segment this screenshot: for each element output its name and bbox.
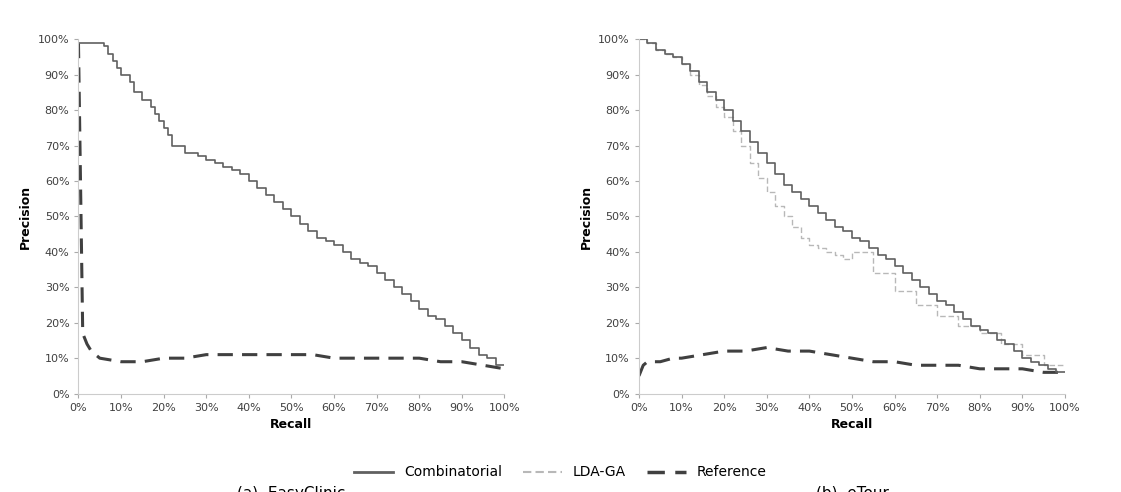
Text: (b)  eTour: (b) eTour xyxy=(815,486,889,492)
X-axis label: Recall: Recall xyxy=(270,418,313,431)
Y-axis label: Precision: Precision xyxy=(19,184,33,248)
Legend: Combinatorial, LDA-GA, Reference: Combinatorial, LDA-GA, Reference xyxy=(349,460,772,485)
Y-axis label: Precision: Precision xyxy=(580,184,593,248)
Text: (a)  EasyClinic: (a) EasyClinic xyxy=(238,486,345,492)
X-axis label: Recall: Recall xyxy=(831,418,873,431)
